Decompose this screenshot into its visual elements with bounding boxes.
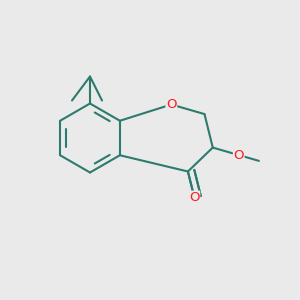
Text: O: O [189,191,200,204]
Text: O: O [233,148,244,162]
Text: O: O [166,98,177,111]
